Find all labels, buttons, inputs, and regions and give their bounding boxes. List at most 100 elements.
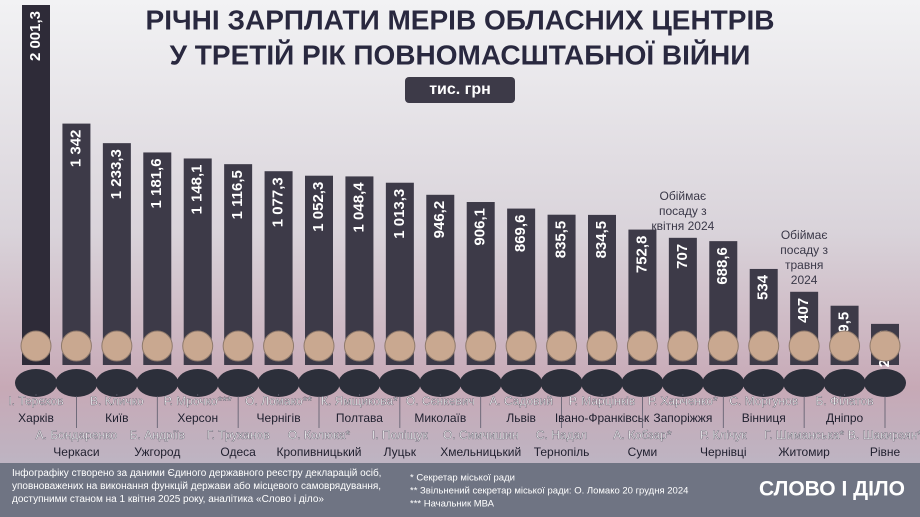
value-label: 906,1	[472, 208, 489, 246]
value-label: 946,2	[431, 201, 448, 239]
portrait-head	[626, 330, 658, 362]
portrait-body	[540, 369, 583, 397]
portrait-head	[465, 330, 497, 362]
city-name: Хмельницький	[440, 445, 521, 459]
city-name: Вінниця	[742, 411, 786, 425]
city-name: Ужгород	[134, 445, 180, 459]
value-label: 1 233,3	[108, 149, 125, 199]
person-name: Б. Андріїв	[130, 428, 185, 442]
person-name: О. Колюка*	[288, 428, 351, 442]
portrait-body	[581, 369, 623, 397]
value-label: 869,6	[512, 215, 529, 253]
portrait-body	[459, 369, 502, 397]
city-name: Київ	[105, 411, 128, 425]
portrait-body	[823, 369, 866, 397]
portrait-head	[384, 330, 416, 362]
portrait-body	[500, 369, 543, 397]
city-name: Одеса	[220, 445, 256, 459]
portrait-body	[702, 369, 745, 397]
person-name: В. Шакирзян*	[848, 428, 920, 442]
portrait-body	[55, 369, 98, 397]
portrait-body	[864, 369, 906, 397]
value-label: 1 342	[67, 130, 84, 168]
portrait-head	[586, 330, 618, 362]
portrait-head	[343, 330, 375, 362]
portrait-head	[424, 330, 456, 362]
value-label: 407	[795, 298, 812, 323]
value-label: 707	[674, 244, 691, 269]
person-name: О. Сєнкевич	[406, 394, 475, 408]
portrait-body	[378, 369, 421, 397]
city-name: Миколаїв	[414, 411, 466, 425]
portrait-head	[222, 330, 254, 362]
person-name: Р. Марцінків	[569, 394, 635, 408]
bar	[102, 143, 131, 365]
value-label: 1 181,6	[148, 158, 165, 208]
city-name: Тернопіль	[534, 445, 590, 459]
bar	[22, 5, 50, 365]
logo: СЛОВО І ДІЛО	[759, 478, 905, 501]
unit-badge	[405, 77, 515, 103]
portrait-body	[661, 369, 704, 397]
portrait-head	[303, 330, 335, 362]
footnote: * Секретар міської ради	[410, 473, 515, 484]
city-name: Рівне	[870, 445, 901, 459]
portrait-head	[788, 330, 820, 362]
person-name: Г. Шиманська*	[764, 428, 844, 442]
city-name: Запоріжжя	[653, 411, 712, 425]
value-label: 1 148,1	[189, 164, 206, 214]
person-name: О. Ломако**	[245, 394, 312, 408]
portrait-head	[182, 330, 214, 362]
portrait-head	[505, 330, 537, 362]
city-name: Кропивницький	[276, 445, 361, 459]
footnote: ** Звільнений секретар міської ради: О. …	[410, 486, 688, 497]
portrait-head	[263, 330, 295, 362]
person-name: Г. Труханов	[207, 428, 270, 442]
portrait-head	[707, 330, 739, 362]
value-label: 534	[755, 274, 772, 300]
city-name: Харків	[18, 411, 54, 425]
bar	[143, 152, 172, 365]
value-label: 2 001,3	[27, 11, 44, 61]
annotation: Обіймає посаду з травня 2024	[780, 227, 828, 287]
bar	[62, 123, 91, 365]
person-name: Б. Філатов	[815, 394, 873, 408]
footer-source-box: Інфографіку створено за даними Єдиного д…	[12, 468, 382, 505]
city-name: Львів	[506, 411, 536, 425]
portrait-body	[217, 369, 260, 397]
portrait-head	[748, 330, 780, 362]
footer-band	[0, 463, 920, 517]
portrait-head	[101, 330, 133, 362]
person-name: А. Бондаренко	[36, 428, 118, 442]
person-name: А. Кобзар*	[613, 428, 672, 442]
person-name: С. Моргунов	[729, 394, 798, 408]
value-label: 1 052,3	[310, 182, 327, 232]
value-label: 688,6	[714, 247, 731, 285]
person-name: І. Поліщук	[372, 428, 429, 442]
portrait-head	[546, 330, 578, 362]
portrait-body	[742, 369, 785, 397]
chart-title: РІЧНІ ЗАРПЛАТИ МЕРІВ ОБЛАСНИХ ЦЕНТРІВ	[146, 4, 775, 35]
person-name: О. Симчишин	[443, 428, 519, 442]
portrait-head	[667, 330, 699, 362]
value-label: 834,5	[593, 221, 610, 259]
portrait-body	[257, 369, 300, 397]
value-label: 1 013,3	[391, 189, 408, 239]
annotation: Обіймає посаду з квітня 2024	[651, 188, 715, 233]
city-name: Чернігів	[257, 411, 301, 425]
value-label: 1 048,4	[350, 182, 367, 233]
portrait-body	[419, 369, 462, 397]
portrait-body	[95, 369, 138, 397]
portrait-head	[20, 330, 52, 362]
person-name: С. Надал	[536, 428, 587, 442]
portrait-body	[176, 369, 219, 397]
city-name: Полтава	[336, 411, 383, 425]
footer-source: Інфографіку створено за даними Єдиного д…	[12, 468, 382, 505]
person-name: Р. Мрочко***	[164, 394, 232, 408]
portrait-body	[783, 369, 826, 397]
portrait-body	[621, 369, 664, 397]
person-name: А. Садовий	[489, 394, 553, 408]
city-name: Дніпро	[826, 411, 864, 425]
chart-subtitle: У ТРЕТІЙ РІК ПОВНОМАСШТАБНОЇ ВІЙНИ	[170, 38, 751, 70]
